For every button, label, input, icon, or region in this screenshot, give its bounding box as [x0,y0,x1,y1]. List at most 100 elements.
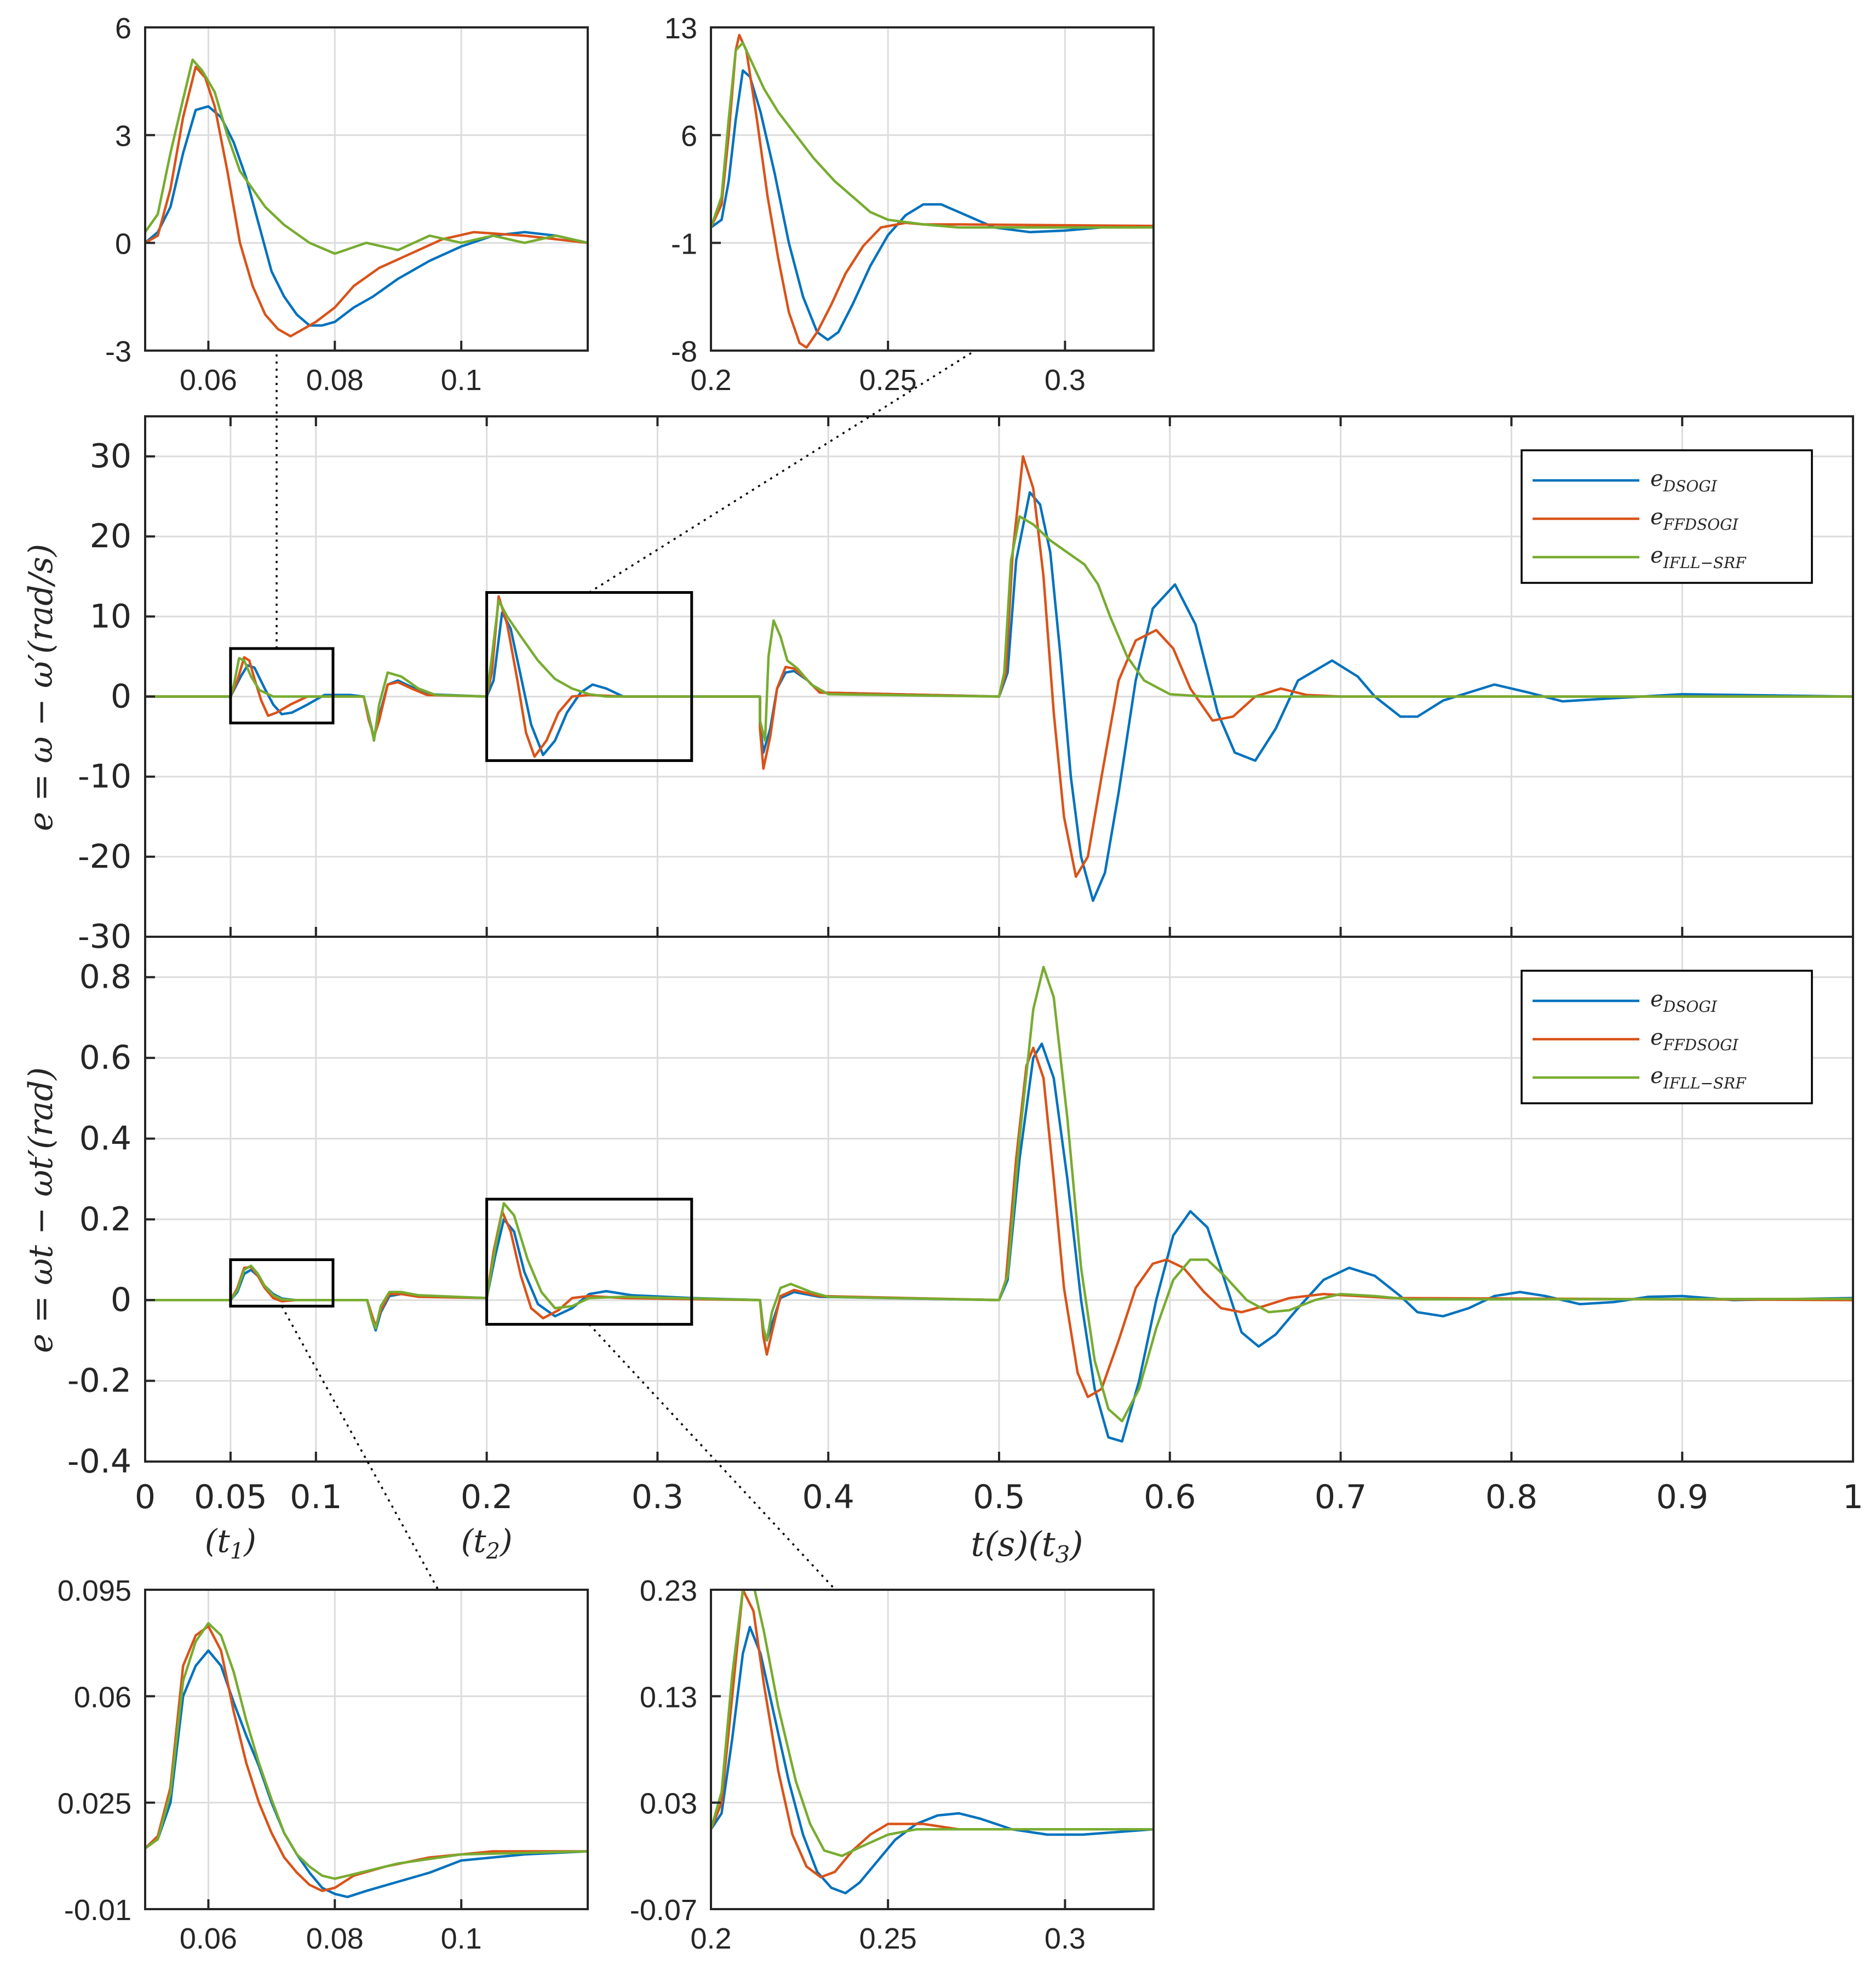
y-tick-label: 3 [115,120,131,153]
x-tick-label: 0.8 [1485,1478,1537,1516]
y-tick-label: 0.8 [79,958,131,996]
x-tick-label: 0.3 [632,1478,684,1516]
legend-label-ifll: eIFLL−SRF [1650,1063,1747,1092]
x-tick-label: 0.1 [441,1922,482,1955]
x-tick-label: 0.4 [802,1478,854,1516]
series-line-ifll [711,1590,1154,1858]
y-tick-label: 20 [90,517,131,555]
x-tick-label: 0.7 [1315,1478,1367,1516]
bottom-panel: -0.4 -0.2 0 0.2 0.4 0.6 0.8 0 0.05 0.1 0.2 0.3 0.4 0.… [67,936,1863,1516]
x-tick-label: 0.2 [461,1478,513,1516]
top-panel: -30 -20 -10 0 10 20 30 eDSOGI eFFDSOGI eIFLL−SRF [78,415,1854,956]
x-tick-label: 0.25 [859,364,917,397]
inset-top-right-series [711,33,1154,349]
x-tick-label: 0.08 [306,1922,364,1955]
series-line-ifll [145,515,1853,742]
x-tick-label: 0.3 [1045,364,1086,397]
y-tick-label: -0.4 [67,1442,131,1481]
y-tick-label: 0 [111,678,131,716]
zoom-box-2 [485,1198,693,1326]
legend-box [1521,970,1813,1104]
zoom-box-1 [229,647,335,725]
legend-label-ffdsogi: eFFDSOGI [1650,505,1739,534]
y-tick-label: -0.07 [630,1894,697,1927]
zoom-connector-4 [588,1324,836,1591]
legend-label-ffdsogi: eFFDSOGI [1650,1025,1739,1054]
x-axis-label: t(s)(t3) [971,1524,1083,1568]
y-tick-label: 6 [681,120,697,153]
x-tick-label: 0.2 [690,364,731,397]
y-tick-label: -1 [671,227,697,260]
inset-bottom-right-series [711,1590,1154,1895]
y-tick-label: 0.4 [79,1119,131,1158]
series-line-ffdsogi [145,1625,588,1892]
series-line-ifll [145,966,1853,1423]
inset-top-left-axes-box [144,26,589,352]
series-line-ifll [145,58,588,255]
inset-bottom-left-series [145,1622,588,1899]
y-tick-label: 0.13 [640,1681,697,1714]
inset-bottom-left-panel: -0.01 0.025 0.06 0.095 0.06 0.08 0.1 [58,1574,589,1955]
zoom-connector-2 [588,350,976,594]
series-line-ifll [145,1622,588,1880]
zoom-box-2 [485,591,693,762]
inset-bottom-right-panel: -0.07 0.03 0.13 0.23 0.2 0.25 0.3 [630,1574,1155,1955]
series-line-ifll [711,41,1154,229]
event-label-t2: (t2) [461,1522,513,1564]
y-tick-label: 0.2 [79,1200,131,1239]
y-tick-label: -0.01 [64,1894,131,1927]
y-tick-label: 0.025 [58,1788,131,1820]
y-tick-label: 0.06 [74,1681,131,1714]
inset-top-left-series [145,58,588,338]
x-tick-label: 0.1 [441,364,482,397]
y-tick-label: 0 [111,1281,131,1319]
legend-label-dsogi: eDSOGI [1650,466,1718,495]
y-tick-label: -30 [78,918,131,956]
y-tick-label: 0.23 [640,1574,697,1607]
zoom-connector-3 [280,1305,439,1590]
x-tick-label: 0.9 [1656,1478,1708,1516]
y-tick-label: 6 [115,12,131,45]
x-tick-label: 0.06 [180,1922,237,1955]
x-tick-label: 0 [135,1478,156,1516]
bottom-series [145,966,1853,1443]
y-tick-label: 0.6 [79,1039,131,1077]
x-tick-label: 0.6 [1144,1478,1196,1516]
y-tick-label: 0.03 [640,1788,697,1820]
y-tick-label: 10 [90,597,131,635]
series-line-ffdsogi [711,33,1154,349]
y-tick-label: 30 [90,437,131,476]
x-tick-label: 0.25 [859,1922,917,1955]
series-line-dsogi [145,1649,588,1899]
y-axis-label-top: e = ω − ω′(rad/s) [22,544,60,832]
series-line-dsogi [145,105,588,327]
x-tick-label: 0.1 [290,1478,342,1516]
event-label-t1: (t1) [205,1522,256,1564]
y-tick-label: 13 [664,12,697,45]
legend-label-dsogi: eDSOGI [1650,987,1718,1016]
x-tick-label: 0.2 [690,1922,731,1955]
legend-box [1521,449,1813,584]
legend: eDSOGI eFFDSOGI eIFLL−SRF [1521,970,1813,1104]
inset-top-left-panel: -3 0 3 6 0.06 0.08 0.1 [105,12,589,397]
y-tick-label: -8 [671,335,697,368]
y-tick-label: -0.2 [67,1362,131,1400]
y-axis-label-bottom: e = ωt − ωt′(rad) [22,1067,60,1353]
y-tick-label: 0.095 [58,1574,131,1607]
x-tick-label: 1 [1843,1478,1863,1516]
x-tick-label: 0.05 [194,1478,267,1516]
y-tick-label: -10 [78,758,131,796]
x-tick-label: 0.3 [1045,1922,1086,1955]
y-tick-label: -3 [105,335,131,368]
legend: eDSOGI eFFDSOGI eIFLL−SRF [1521,449,1813,584]
x-tick-label: 0.5 [973,1478,1025,1516]
inset-bottom-right-axes-box [710,1589,1155,1910]
series-line-dsogi [711,1625,1154,1895]
y-tick-label: -20 [78,838,131,876]
series-line-ffdsogi [145,65,588,338]
x-tick-label: 0.08 [306,364,364,397]
x-tick-label: 0.06 [180,364,237,397]
legend-label-ifll: eIFLL−SRF [1650,543,1747,572]
inset-top-right-axes-box [710,26,1155,352]
